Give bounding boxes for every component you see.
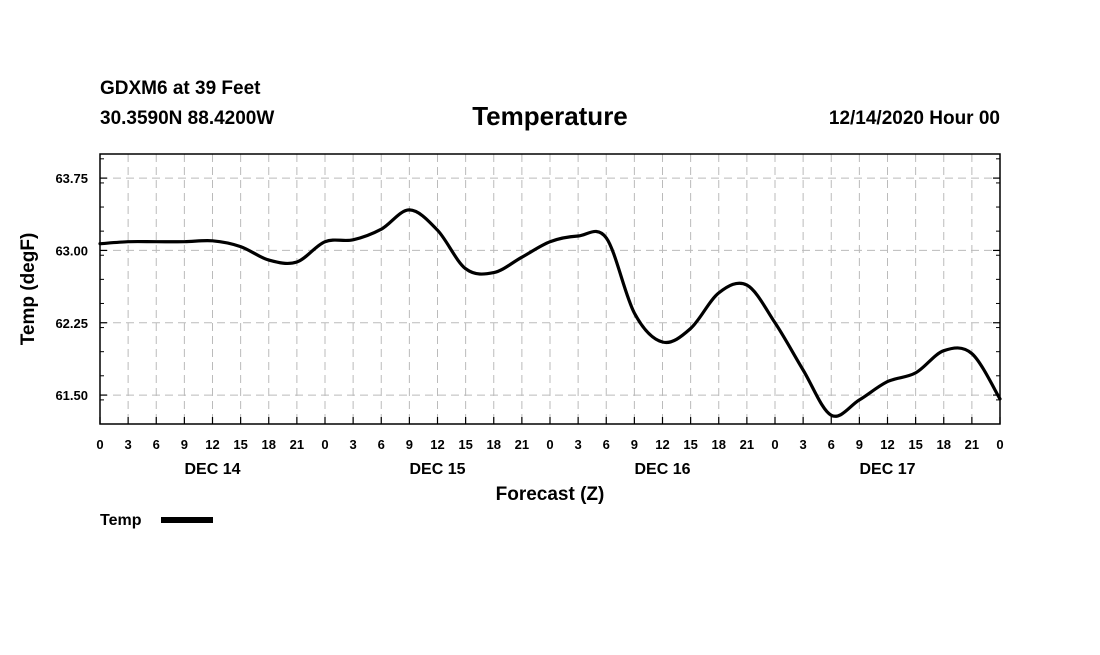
- day-label: DEC 15: [409, 461, 465, 478]
- x-tick-label: 15: [683, 437, 697, 452]
- x-tick-label: 0: [996, 437, 1003, 452]
- y-tick-label: 63.75: [55, 171, 88, 186]
- x-axis-ticks: 0 3 6 9 12 15 18 21 0 3 6 9 12 15 18 21 0 3 6 9 12 15 18 21 0 3 6 9…: [96, 417, 1004, 452]
- y-tick-label: 61.50: [55, 388, 88, 403]
- x-tick-label: 15: [908, 437, 922, 452]
- x-tick-label: 18: [712, 437, 726, 452]
- x-tick-label: 0: [771, 437, 778, 452]
- x-tick-label: 12: [880, 437, 894, 452]
- y-axis-label: Temp (degF): [18, 233, 39, 346]
- day-label: DEC 16: [634, 461, 690, 478]
- x-tick-label: 18: [937, 437, 951, 452]
- x-tick-label: 6: [828, 437, 835, 452]
- y-tick-label: 63.00: [55, 243, 88, 258]
- plot-frame: [99, 153, 1001, 425]
- station-label: GDXM6 at 39 Feet: [100, 78, 261, 99]
- x-tick-label: 6: [378, 437, 385, 452]
- grid-lines: [100, 154, 1000, 424]
- x-tick-label: 21: [290, 437, 304, 452]
- run-time-label: 12/14/2020 Hour 00: [829, 108, 1000, 129]
- x-tick-label: 12: [655, 437, 669, 452]
- x-axis-label: Forecast (Z): [496, 484, 605, 505]
- x-tick-label: 15: [233, 437, 247, 452]
- x-tick-label: 3: [800, 437, 807, 452]
- x-tick-label: 3: [575, 437, 582, 452]
- day-label: DEC 14: [184, 461, 240, 478]
- x-tick-label: 0: [321, 437, 328, 452]
- legend-label: Temp: [100, 512, 142, 529]
- x-tick-label: 9: [181, 437, 188, 452]
- x-tick-label: 9: [406, 437, 413, 452]
- day-label: DEC 17: [859, 461, 915, 478]
- x-tick-label: 9: [631, 437, 638, 452]
- y-tick-label: 62.25: [55, 316, 88, 331]
- day-labels: DEC 14 DEC 15 DEC 16 DEC 17: [184, 461, 915, 478]
- x-tick-label: 3: [350, 437, 357, 452]
- x-tick-label: 6: [603, 437, 610, 452]
- x-tick-label: 12: [205, 437, 219, 452]
- x-tick-label: 9: [856, 437, 863, 452]
- x-tick-label: 21: [740, 437, 754, 452]
- coordinates-label: 30.3590N 88.4200W: [100, 108, 274, 129]
- x-tick-label: 6: [153, 437, 160, 452]
- y-axis-ticks: 63.75 63.00 62.25 61.50: [55, 158, 1000, 403]
- x-tick-label: 21: [965, 437, 979, 452]
- x-tick-label: 18: [262, 437, 276, 452]
- x-tick-label: 0: [96, 437, 103, 452]
- x-tick-label: 15: [458, 437, 472, 452]
- x-tick-label: 12: [430, 437, 444, 452]
- x-tick-label: 3: [125, 437, 132, 452]
- x-tick-label: 0: [546, 437, 553, 452]
- temp-series-line: [98, 208, 1002, 418]
- x-tick-label: 18: [487, 437, 501, 452]
- chart-title: Temperature: [472, 101, 628, 131]
- x-tick-label: 21: [515, 437, 529, 452]
- legend-swatch: [161, 517, 213, 523]
